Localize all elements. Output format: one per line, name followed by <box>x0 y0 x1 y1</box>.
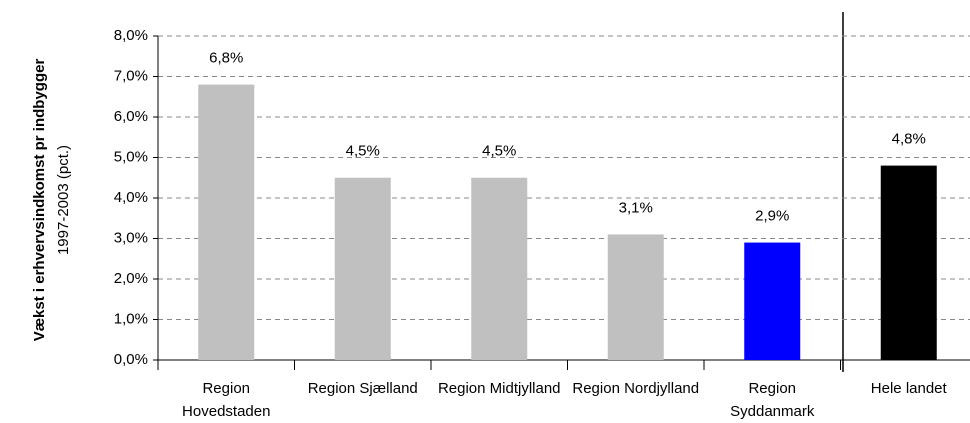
x-tick-label: Region Nordjylland <box>572 380 700 397</box>
x-tick-label: Region Midtjylland <box>437 380 561 397</box>
value-label: 4,8% <box>892 131 926 148</box>
bar <box>198 84 255 360</box>
x-tick-label: Region Syddanmark <box>730 380 815 420</box>
bar <box>880 165 937 360</box>
value-label: 4,5% <box>346 143 380 160</box>
y-tick-label: 6,0% <box>114 108 148 125</box>
value-label: 4,5% <box>482 143 516 160</box>
y-tick-label: 4,0% <box>114 189 148 206</box>
value-label: 2,9% <box>755 208 789 225</box>
x-tick-label: Region Sjælland <box>307 380 418 397</box>
y-tick-label: 1,0% <box>114 310 148 327</box>
value-label: 3,1% <box>619 199 653 216</box>
y-tick-label: 0,0% <box>114 351 148 368</box>
value-label: 6,8% <box>209 50 243 67</box>
y-axis-subtitle: 1997-2003 (pct.) <box>55 145 72 255</box>
bar <box>471 177 528 360</box>
y-axis-title: Vækst i erhvervsindkomst pr indbygger <box>31 59 48 342</box>
x-tick-label: Region Hovedstaden <box>182 380 271 420</box>
y-tick-label: 2,0% <box>114 270 148 287</box>
bar <box>607 234 664 360</box>
x-tick-label: Hele landet <box>870 380 947 397</box>
y-tick-label: 7,0% <box>114 67 148 84</box>
bar <box>744 242 801 360</box>
y-tick-label: 3,0% <box>114 229 148 246</box>
bar <box>334 177 391 360</box>
y-tick-label: 5,0% <box>114 148 148 165</box>
y-tick-label: 8,0% <box>114 27 148 44</box>
